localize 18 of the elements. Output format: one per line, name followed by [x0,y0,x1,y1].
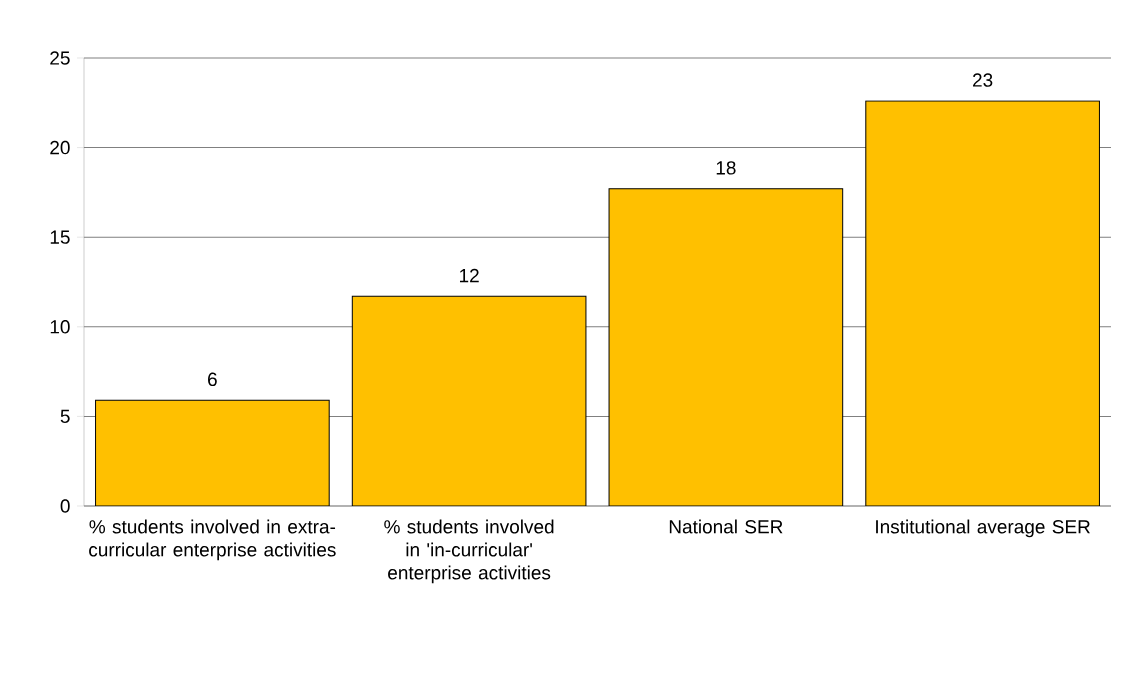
bar [351,295,587,506]
bar [865,100,1100,506]
x-tick-label: National SER [669,519,783,534]
data-label: 12 [460,268,479,283]
data-label: 6 [208,372,217,387]
bar [608,188,844,506]
data-label: 23 [973,73,993,87]
y-tick-label: 5 [60,409,70,424]
y-tick-label: 10 [50,320,70,334]
y-tick-label: 25 [50,51,70,65]
x-tick-label: Institutional average SER [876,519,1090,538]
data-label: 18 [716,161,736,175]
y-tick-label: 15 [50,230,70,244]
x-tick-label: % students involved in extra-curricular enterprise activities [89,519,336,561]
x-tick-label: % students involved in 'in-curricular' enterprise activities [384,519,554,584]
y-tick-label: 0 [60,499,70,513]
y-tick-label: 20 [50,140,70,155]
bar [95,399,330,506]
